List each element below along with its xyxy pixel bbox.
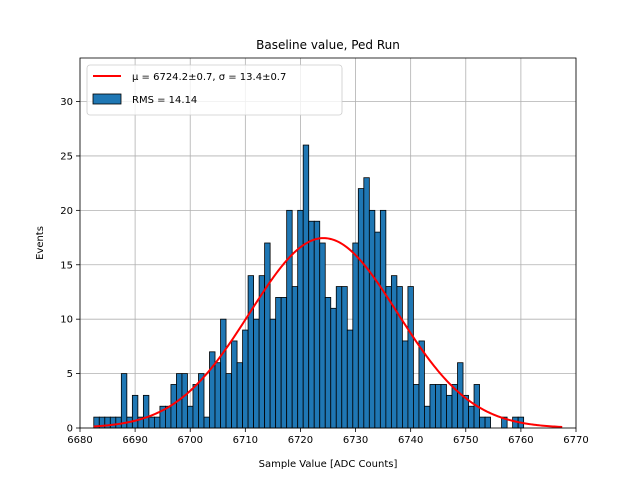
histogram-bar [479,416,486,429]
histogram-bar [148,416,155,429]
histogram-bar [324,297,332,429]
histogram-bar [413,384,420,429]
histogram-bar [407,286,414,429]
histogram-bar [357,188,365,429]
histogram-bar [352,242,359,429]
histogram-bar [153,416,161,429]
legend-frame [86,64,343,116]
x-tick-label: 6750 [453,435,478,446]
histogram-bar [242,329,249,429]
y-tick-label: 10 [60,315,73,326]
histogram-bar [181,373,188,429]
histogram-bar [341,286,348,429]
histogram-bar [435,384,442,429]
histogram-bar [418,340,425,429]
histogram-bar [131,394,139,429]
y-tick-label: 15 [60,260,73,271]
x-tick-label: 6680 [67,435,92,446]
histogram-bar [484,416,491,429]
x-tick-label: 6730 [343,435,368,446]
histogram-bar [319,242,326,429]
histogram-bar [297,209,304,429]
gaussian-fit-line [93,237,563,428]
histogram-bar [214,362,221,429]
legend-hist-swatch [92,93,122,105]
histogram-bar [280,297,288,429]
histogram-bar [385,286,392,429]
histogram-bar [187,405,194,429]
histogram-bar [363,177,370,429]
histogram-bar [192,384,199,429]
histogram-bar [401,340,409,429]
y-axis-label: Events [35,226,46,260]
x-tick-label: 6720 [288,435,313,446]
x-axis-label: Sample Value [ADC Counts] [259,459,398,470]
y-tick-label: 25 [60,151,73,162]
legend-hist-label: RMS = 14.14 [132,95,197,106]
histogram-bar [335,286,343,429]
y-axis-ticks: 0 5 10 15 20 25 30 [60,97,80,435]
histogram-bar [269,318,277,429]
histogram-bar [109,416,117,429]
histogram-bar [379,209,387,429]
histogram-bar [120,373,128,429]
histogram-bar [313,220,321,429]
x-tick-label: 6740 [398,435,423,446]
histogram-bar [264,242,271,429]
histogram-bar [308,220,315,429]
histogram-bars [93,144,525,429]
x-tick-label: 6760 [508,435,533,446]
chart-title: Baseline value, Ped Run [256,38,400,52]
histogram-bar [291,286,299,429]
histogram-bar [468,405,475,429]
histogram-bar [374,231,381,429]
histogram-bar [302,144,310,429]
histogram-bar [429,384,436,429]
histogram-bar [275,297,282,429]
histogram-bar [390,275,398,429]
legend: μ = 6724.2±0.7, σ = 13.4±0.7 RMS = 14.14 [86,64,343,116]
histogram-bar [142,394,150,429]
legend-fit-label: μ = 6724.2±0.7, σ = 13.4±0.7 [132,72,286,83]
fit-curve-group [93,237,563,428]
histogram-bar [286,209,293,429]
histogram-bar [346,329,354,429]
histogram-bar [396,286,403,429]
histogram-bar [236,362,243,429]
histogram-bar [203,416,210,429]
histogram-bar [446,394,453,429]
y-tick-label: 5 [67,369,73,380]
x-tick-label: 6700 [177,435,202,446]
histogram-bar [225,373,232,429]
histogram-bar [231,340,238,429]
histogram-bar [440,384,447,429]
y-tick-label: 20 [60,206,73,217]
histogram-bar [424,405,431,429]
histogram-bar [247,275,254,429]
x-tick-label: 6690 [122,435,147,446]
y-tick-label: 30 [60,97,73,108]
histogram-bar [253,318,260,429]
plot-frame [79,57,577,429]
x-tick-label: 6710 [233,435,258,446]
histogram-bar [330,307,337,429]
y-tick-label: 0 [67,424,73,435]
histogram-bar [368,209,376,429]
histogram-bar [220,318,227,429]
x-axis-ticks: 6680 6690 6700 6710 6720 6730 6740 6750 6760 6770 [67,428,589,446]
x-tick-label: 6770 [563,435,588,446]
histogram-bar [115,416,122,429]
